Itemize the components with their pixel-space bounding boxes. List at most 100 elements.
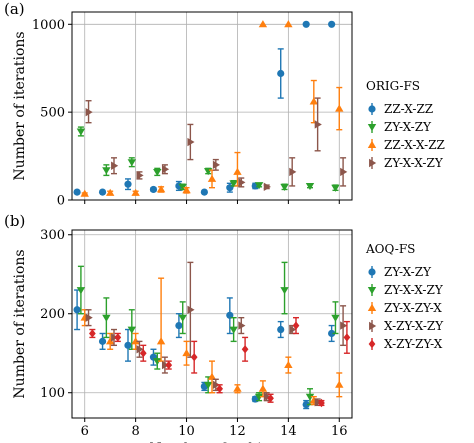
data-point [305, 183, 315, 191]
data-point [85, 107, 93, 117]
data-point [254, 393, 264, 401]
legend-swatch [368, 268, 376, 276]
data-point [314, 120, 322, 129]
data-point [277, 69, 285, 78]
data-point [131, 188, 140, 196]
data-point [111, 161, 119, 170]
data-point [156, 185, 166, 193]
legend-label: ZY-X-X-ZY [384, 283, 444, 297]
data-point [136, 345, 144, 354]
data-point [203, 381, 213, 390]
y-tick-label: 300 [40, 228, 65, 243]
series-zy-x-zy [76, 126, 340, 192]
data-point [139, 349, 147, 358]
x-tick-label: 10 [178, 424, 195, 439]
data-point [331, 184, 340, 192]
legend-title: ORIG-FS [366, 79, 420, 93]
legend-title: AOQ-FS [365, 242, 415, 256]
data-point [136, 171, 144, 180]
data-point [280, 287, 289, 295]
data-point [302, 20, 310, 28]
data-point [328, 329, 336, 338]
legend-swatch [367, 287, 377, 295]
panel-a: 0 500 1000 (a) Number of iterations ORIG-FS ZZ… [4, 0, 445, 209]
y-tick-label: 200 [40, 307, 65, 322]
legend-swatch [368, 339, 376, 349]
data-point [335, 380, 344, 388]
data-point [105, 188, 115, 196]
data-point [165, 360, 173, 370]
data-point [200, 188, 208, 196]
legend-label: ZY-X-ZY [384, 265, 432, 279]
data-point [284, 20, 293, 28]
data-point [212, 160, 221, 170]
data-point [182, 349, 191, 357]
data-point [241, 345, 249, 354]
data-point [263, 182, 271, 192]
data-point [267, 394, 274, 403]
x-tick-label: 8 [131, 424, 139, 439]
legend-label: ZZ-X-X-ZZ [384, 138, 445, 152]
data-point [305, 393, 315, 401]
data-point [182, 186, 191, 194]
x-tick-label: 14 [280, 424, 297, 439]
series-zy-x-zy-x [80, 277, 344, 406]
data-point [302, 400, 310, 409]
y-axis-label: Number of iterations [12, 31, 28, 180]
data-point [318, 398, 325, 408]
data-point [73, 188, 81, 196]
data-point [73, 306, 81, 314]
data-point [314, 398, 322, 407]
series-zz-x-x-zz [80, 20, 344, 197]
data-point [124, 180, 132, 188]
y-tick-label: 500 [40, 106, 65, 121]
legend-swatch [367, 140, 377, 148]
legend: ORIG-FS ZZ-X-ZZ ZY-X-ZY ZZ-X-X-ZZ ZY-X-X-ZY [366, 79, 445, 170]
data-point [229, 180, 238, 188]
data-point [127, 326, 137, 334]
data-point [127, 159, 137, 167]
plot-frame [71, 229, 353, 419]
legend-swatch [369, 321, 377, 331]
data-point [277, 325, 285, 334]
data-point [280, 183, 289, 192]
data-point [76, 128, 86, 136]
data-point [284, 360, 293, 369]
data-point [343, 333, 351, 342]
data-point [187, 137, 195, 147]
data-point [309, 97, 319, 105]
panel-label: (b) [4, 212, 25, 230]
data-point [153, 358, 162, 366]
series-x-zy-x-zy [85, 261, 348, 407]
data-point [76, 287, 86, 295]
data-point [153, 168, 162, 177]
data-point [289, 325, 297, 334]
series-zy-x-x-zy [85, 97, 348, 192]
data-point [254, 182, 264, 190]
data-point [149, 185, 158, 194]
data-point [331, 314, 340, 322]
data-point [85, 313, 93, 322]
data-point [175, 321, 183, 330]
data-point [229, 326, 238, 334]
legend-label: ZY-X-ZY-X [384, 301, 442, 315]
data-point [161, 165, 170, 174]
data-point [207, 372, 217, 380]
panel-label: (a) [4, 0, 25, 18]
legend-label: X-ZY-ZY-X [384, 337, 443, 351]
plot-frame [71, 11, 353, 201]
x-tick-label: 6 [81, 424, 89, 439]
data-point [114, 333, 122, 342]
data-point [105, 337, 115, 345]
data-point [238, 321, 246, 330]
x-axis-label: Number of qubits [149, 441, 274, 443]
data-point [216, 384, 223, 393]
y-axis-label: Number of iterations [12, 249, 28, 398]
legend-label: X-ZY-X-ZY [384, 319, 444, 333]
data-point [292, 321, 300, 330]
x-tick-label: 16 [331, 424, 348, 439]
data-point [156, 337, 166, 345]
legend-label: ZZ-X-ZZ [384, 102, 433, 116]
legend-swatch [367, 124, 377, 132]
